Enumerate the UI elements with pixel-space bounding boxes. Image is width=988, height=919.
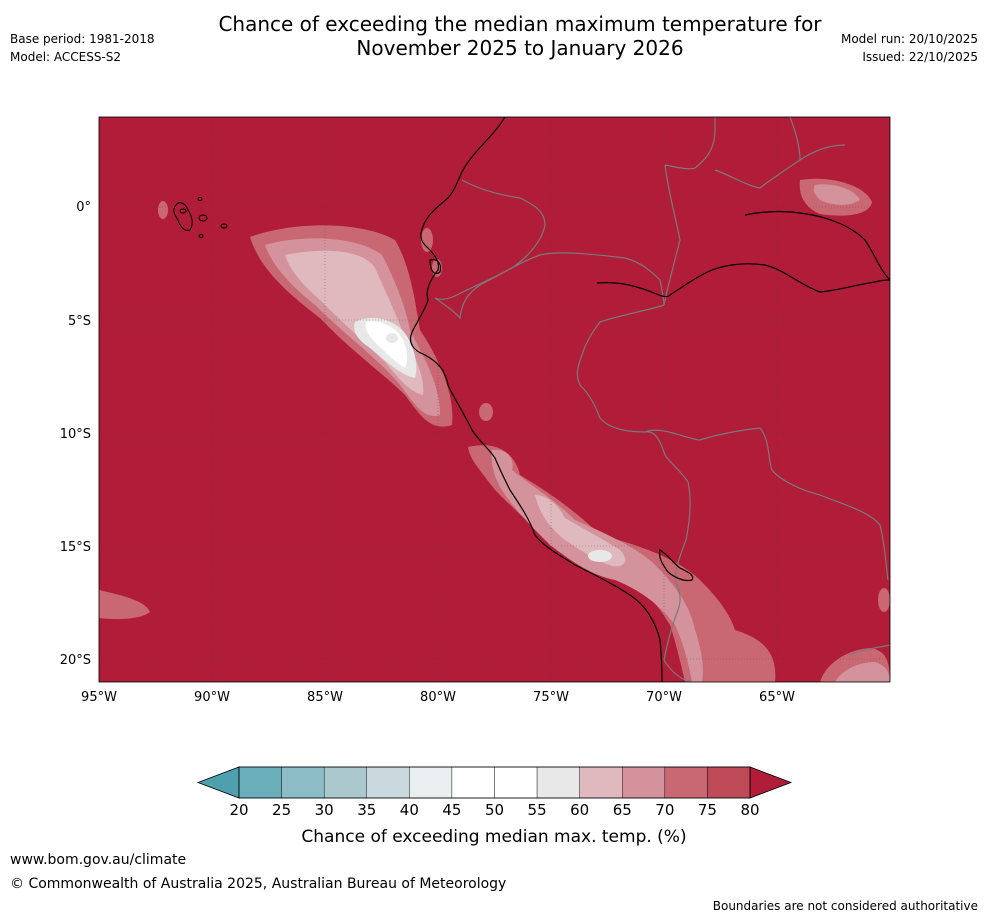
legend-tick-75: 75	[697, 801, 717, 819]
galapagos-islands	[173, 197, 228, 238]
country-boundaries	[434, 117, 890, 682]
legend-tick-60: 60	[570, 801, 590, 819]
legend-tick-55: 55	[527, 801, 547, 819]
lon-tick-95w: 95°W	[81, 690, 117, 705]
legend-tick-25: 25	[272, 801, 292, 819]
legend-arrow-low	[196, 766, 240, 799]
lon-tick-65w: 65°W	[759, 690, 795, 705]
legend-frame	[238, 766, 751, 799]
legend-cell-50-55	[494, 766, 538, 799]
paraguay-boundary	[849, 644, 890, 656]
lon-tick-75w: 75°W	[533, 690, 569, 705]
base-period: Base period: 1981-2018	[10, 32, 155, 46]
coastal-band-60-65	[535, 495, 626, 567]
legend-tick-80: 80	[740, 801, 760, 819]
legend-arrow-high	[749, 766, 793, 799]
legend-colorbar	[196, 766, 793, 799]
lon-tick-70w: 70°W	[646, 690, 682, 705]
guiana-boundary	[789, 117, 846, 162]
colombia-venezuela-boundary	[664, 117, 801, 189]
footer-copyright: © Commonwealth of Australia 2025, Austra…	[10, 876, 507, 892]
lat-tick-15s: 15°S	[60, 540, 91, 555]
legend-cell-75-80	[707, 766, 751, 799]
legend-tick-70: 70	[655, 801, 675, 819]
gulf-guayaquil	[429, 259, 442, 275]
legend-cell-35-40	[366, 766, 410, 799]
galapagos-island-san-cristobal	[220, 223, 228, 229]
legend-cell-40-45	[409, 766, 453, 799]
map-frame	[98, 116, 891, 683]
legend-cell-60-65	[579, 766, 623, 799]
gridlines	[99, 117, 890, 682]
footer-disclaimer: Boundaries are not considered authoritat…	[712, 899, 978, 913]
galapagos-island-north	[197, 197, 203, 201]
eastern-spot-70-75	[878, 588, 890, 612]
contour-bands	[99, 178, 890, 682]
bolivia-chile-boundary	[663, 659, 691, 682]
colombia-brazil-boundary	[663, 164, 681, 306]
legend-cell-65-70	[622, 766, 666, 799]
lon-tick-90w: 90°W	[194, 690, 230, 705]
metadata-right: Model run: 20/10/2025 Issued: 22/10/2025	[841, 30, 978, 66]
lat-tick-0: 0°	[76, 200, 91, 215]
galapagos-island-small	[198, 234, 204, 238]
colombia-ecuador-boundary	[434, 179, 546, 300]
metadata-left: Base period: 1981-2018 Model: ACCESS-S2	[10, 30, 155, 66]
band-45-55	[365, 321, 408, 368]
coastlines	[409, 117, 890, 682]
latitude-ticks: 0° 5°S 10°S 15°S 20°S	[60, 200, 91, 668]
gulf-spot-70-75	[421, 228, 433, 252]
inland-spot-70-75	[479, 403, 493, 421]
page-title: Chance of exceeding the median maximum t…	[0, 12, 988, 60]
northeast-band-65-70	[813, 184, 860, 205]
coastal-band-55-60	[588, 550, 612, 562]
title-line-2: November 2025 to January 2026	[356, 36, 684, 60]
model-run: Model run: 20/10/2025	[840, 32, 978, 46]
lon-tick-85w: 85°W	[307, 690, 343, 705]
legend-cells	[238, 766, 751, 799]
amazon-river	[596, 263, 890, 298]
legend-cell-45-50	[451, 766, 495, 799]
galapagos-island-fernandina	[179, 208, 187, 214]
map-area	[99, 117, 890, 682]
peru-brazil-boundary	[576, 304, 691, 541]
footer-url: www.bom.gov.au/climate	[10, 852, 187, 868]
brazil-bolivia-boundary	[644, 427, 889, 581]
legend-tick-40: 40	[399, 801, 419, 819]
model-name: Model: ACCESS-S2	[10, 50, 122, 64]
peru-bolivia-boundary	[663, 539, 687, 661]
issued-date: Issued: 22/10/2025	[862, 50, 978, 64]
legend-cell-55-60	[536, 766, 580, 799]
island-spot-70-75	[158, 201, 168, 219]
southeast-band-65-70	[835, 662, 890, 682]
legend-tick-30: 30	[314, 801, 334, 819]
lat-tick-20s: 20°S	[60, 653, 91, 668]
lon-tick-80w: 80°W	[420, 690, 456, 705]
legend-tick-45: 45	[442, 801, 462, 819]
lake-titicaca	[658, 549, 694, 582]
west-band-70-75	[99, 590, 150, 620]
longitude-ticks: 95°W 90°W 85°W 80°W 75°W 70°W 65°W	[81, 690, 795, 705]
legend-tick-65: 65	[612, 801, 632, 819]
legend-title: Chance of exceeding median max. temp. (%…	[301, 827, 687, 847]
legend-cell-25-30	[281, 766, 325, 799]
map-background	[99, 117, 890, 682]
lat-tick-5s: 5°S	[68, 314, 91, 329]
legend-tick-20: 20	[229, 801, 249, 819]
legend-tick-35: 35	[357, 801, 377, 819]
legend-cell-30-35	[323, 766, 367, 799]
galapagos-island-santa-cruz	[198, 214, 208, 222]
band-55-60-core	[386, 333, 398, 343]
ecuador-peru-boundary	[434, 252, 665, 320]
legend-cell-20-25	[238, 766, 282, 799]
galapagos-island-isabela	[173, 202, 193, 231]
title-line-1: Chance of exceeding the median maximum t…	[218, 12, 822, 36]
legend-cell-70-75	[664, 766, 708, 799]
pacific-coastline	[409, 117, 663, 682]
lat-tick-10s: 10°S	[60, 427, 91, 442]
caribbean-coastline	[744, 210, 890, 281]
legend-tick-50: 50	[484, 801, 505, 819]
